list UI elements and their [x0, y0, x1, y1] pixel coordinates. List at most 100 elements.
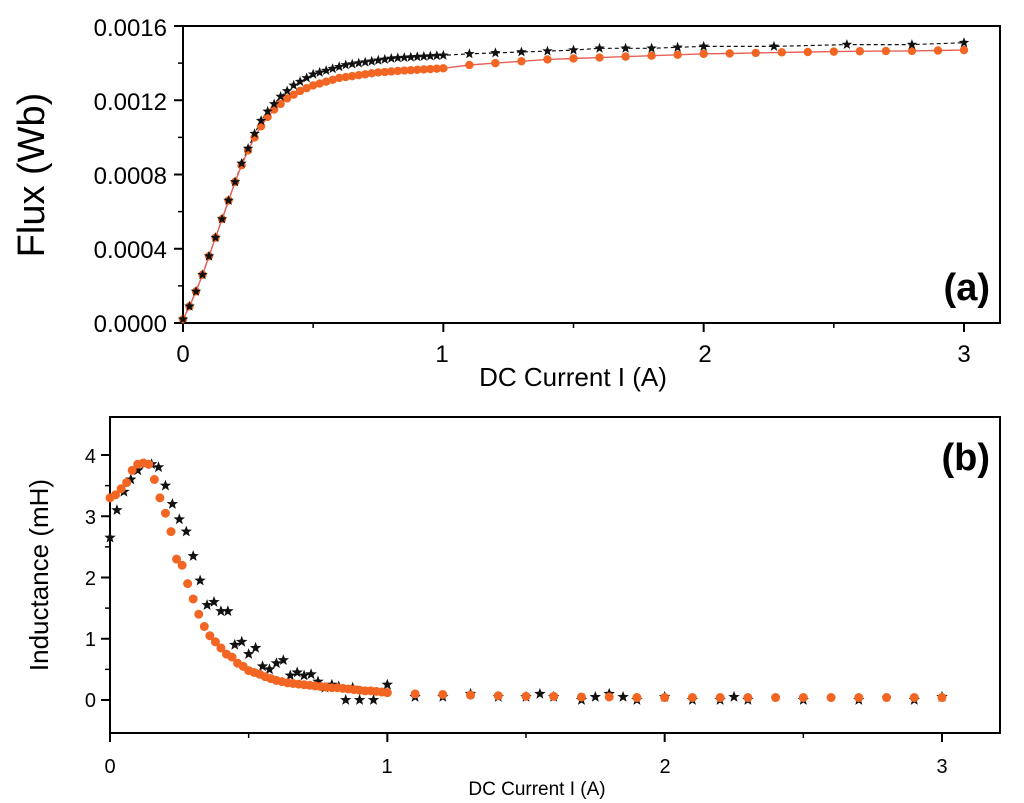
panel-a-dot-point-45 — [569, 54, 578, 63]
panel-b-dot-point-65 — [798, 693, 808, 703]
panel-a-y-tick-3: 0.0012 — [94, 89, 167, 116]
panel-a-dot-point-60 — [959, 45, 969, 55]
panel-a-dot-point-42 — [491, 58, 500, 68]
panel-a-dot-point-52 — [751, 48, 760, 58]
panel-b-star-point-27 — [291, 666, 303, 678]
panel-b-star-point-17 — [222, 605, 234, 616]
panel-b-star-point-29 — [305, 668, 317, 680]
panel-b-star-point-1 — [111, 504, 123, 515]
panel-a-star-point-17 — [288, 79, 299, 90]
panel-a-dot-point-46 — [595, 53, 604, 62]
panel-b-dot-point-2 — [116, 484, 126, 494]
panel-b-dot-point-59 — [632, 693, 642, 703]
panel-a-star-point-44 — [542, 45, 553, 56]
panel-a-star-point-53 — [906, 39, 918, 49]
panel-a-dot-point-12 — [256, 122, 266, 131]
panel-a-dot-point-33 — [393, 66, 402, 76]
panel-a-star-point-33 — [392, 52, 403, 63]
panel-a-dot-point-50 — [699, 49, 708, 59]
panel-a-dot-point-19 — [302, 83, 311, 93]
panel-b-star-point-14 — [201, 599, 213, 610]
panel-b-y-tick-1: 1 — [85, 629, 96, 651]
panel-a-dot-point-30 — [374, 68, 383, 77]
panel-b-star-point-7 — [152, 461, 165, 473]
panel-b-y-tick-0: 0 — [85, 690, 96, 712]
panel-a-star-point-11 — [249, 128, 260, 139]
panel-b-star-point-37 — [367, 694, 380, 705]
panel-a-star-point-12 — [255, 115, 267, 126]
panel-a-star-point-26 — [347, 58, 358, 69]
panel-b-dot-point-57 — [576, 692, 586, 702]
panel-b-dot-point-68 — [882, 693, 892, 703]
panel-b-star-point-25 — [277, 654, 289, 665]
panel-b-dot-point-69 — [909, 693, 919, 703]
panel-a-star-point-52 — [841, 39, 853, 49]
panel-a-star-point-14 — [268, 98, 280, 109]
panel-a-star-point-36 — [412, 51, 423, 62]
panel-b-star-point-24 — [270, 657, 283, 669]
panel-a-star-point-39 — [431, 50, 443, 61]
panel-a-label: (a) — [944, 267, 990, 309]
panel-b-x-tick-1: 1 — [381, 756, 392, 778]
panel-a-star-point-13 — [262, 105, 273, 116]
panel-a-star-point-40 — [438, 49, 449, 60]
panel-a-y-tick-1: 0.0004 — [94, 237, 167, 264]
panel-a-star-point-51 — [768, 40, 780, 51]
panel-b-dot-point-20 — [216, 643, 226, 653]
panel-b-x-tick-2: 2 — [659, 756, 670, 778]
panel-a-star-point-2 — [190, 285, 202, 296]
panel-b-dot-point-61 — [687, 693, 697, 703]
panel-a-dot-point-24 — [335, 73, 344, 83]
panel-a-star-point-7 — [223, 195, 234, 205]
panel-a-x-tick-0: 0 — [176, 341, 189, 368]
panel-a-dot-point-53 — [777, 48, 786, 57]
panel-b-dot-point-8 — [149, 475, 159, 484]
panel-b-dot-point-9 — [155, 493, 165, 503]
panel-b-star-point-13 — [194, 574, 206, 586]
panel-a-star-point-25 — [340, 59, 351, 70]
panel-b-dot-point-16 — [194, 609, 204, 619]
panel-a-star-point-6 — [216, 213, 228, 224]
panel-a-dot-point-35 — [406, 65, 415, 75]
panel-b-star-point-11 — [180, 525, 192, 537]
panel-b-star-point-4 — [132, 464, 144, 476]
panel-b-star-point-44 — [534, 687, 546, 699]
panel-b-star-point-49 — [617, 690, 629, 702]
panel-b-dot-point-56 — [549, 691, 559, 701]
panel-a-dot-point-36 — [413, 65, 422, 75]
panel-b-ticks — [101, 454, 943, 742]
panel-a-star-point-43 — [516, 46, 527, 57]
panel-a-star-point-1 — [184, 300, 195, 311]
panel-a-dot-point-16 — [282, 94, 292, 103]
panel-b-star-point-22 — [256, 660, 269, 672]
panel-b-dot-point-52 — [438, 689, 448, 699]
panel-b-star-point-18 — [229, 638, 241, 650]
panel-a-x-axis-title: DC Current I (A) — [479, 362, 667, 392]
panel-a-dot-point-47 — [621, 52, 630, 61]
panel-b-dot-point-18 — [205, 631, 215, 641]
panel-a-dot-point-51 — [725, 49, 734, 58]
panel-b-dot-point-63 — [743, 693, 753, 703]
panel-a-star-point-10 — [242, 143, 254, 153]
panel-b-star-point-36 — [353, 694, 366, 705]
panel-b-star-point-16 — [215, 605, 227, 616]
panel-b-star-point-12 — [187, 550, 199, 561]
panel-a-ticks — [174, 25, 965, 332]
panel-b-x-axis-title: DC Current I (A) — [468, 779, 605, 800]
panel-b-star-point-0 — [104, 531, 116, 543]
panel-a-star-point-21 — [314, 66, 325, 77]
panel-a-dot-point-20 — [308, 81, 318, 90]
panel-a-dot-point-32 — [387, 67, 396, 76]
panel-a-star-point-27 — [353, 57, 364, 68]
panel-a-frame — [182, 25, 1001, 324]
panel-a-dot-point-40 — [439, 64, 448, 73]
panel-a-star-point-16 — [281, 85, 293, 96]
panel-a-dot-point-28 — [361, 70, 370, 79]
panel-b-dot-point-15 — [188, 594, 198, 604]
panel-b-star-point-38 — [381, 678, 393, 690]
panel-a-star-point-0 — [177, 313, 189, 324]
panel-a-dot-point-22 — [321, 77, 331, 86]
panel-a-dot-point-21 — [315, 79, 324, 88]
panel-b-y-tick-2: 2 — [85, 568, 96, 590]
panel-b-dot-point-4 — [127, 465, 137, 475]
